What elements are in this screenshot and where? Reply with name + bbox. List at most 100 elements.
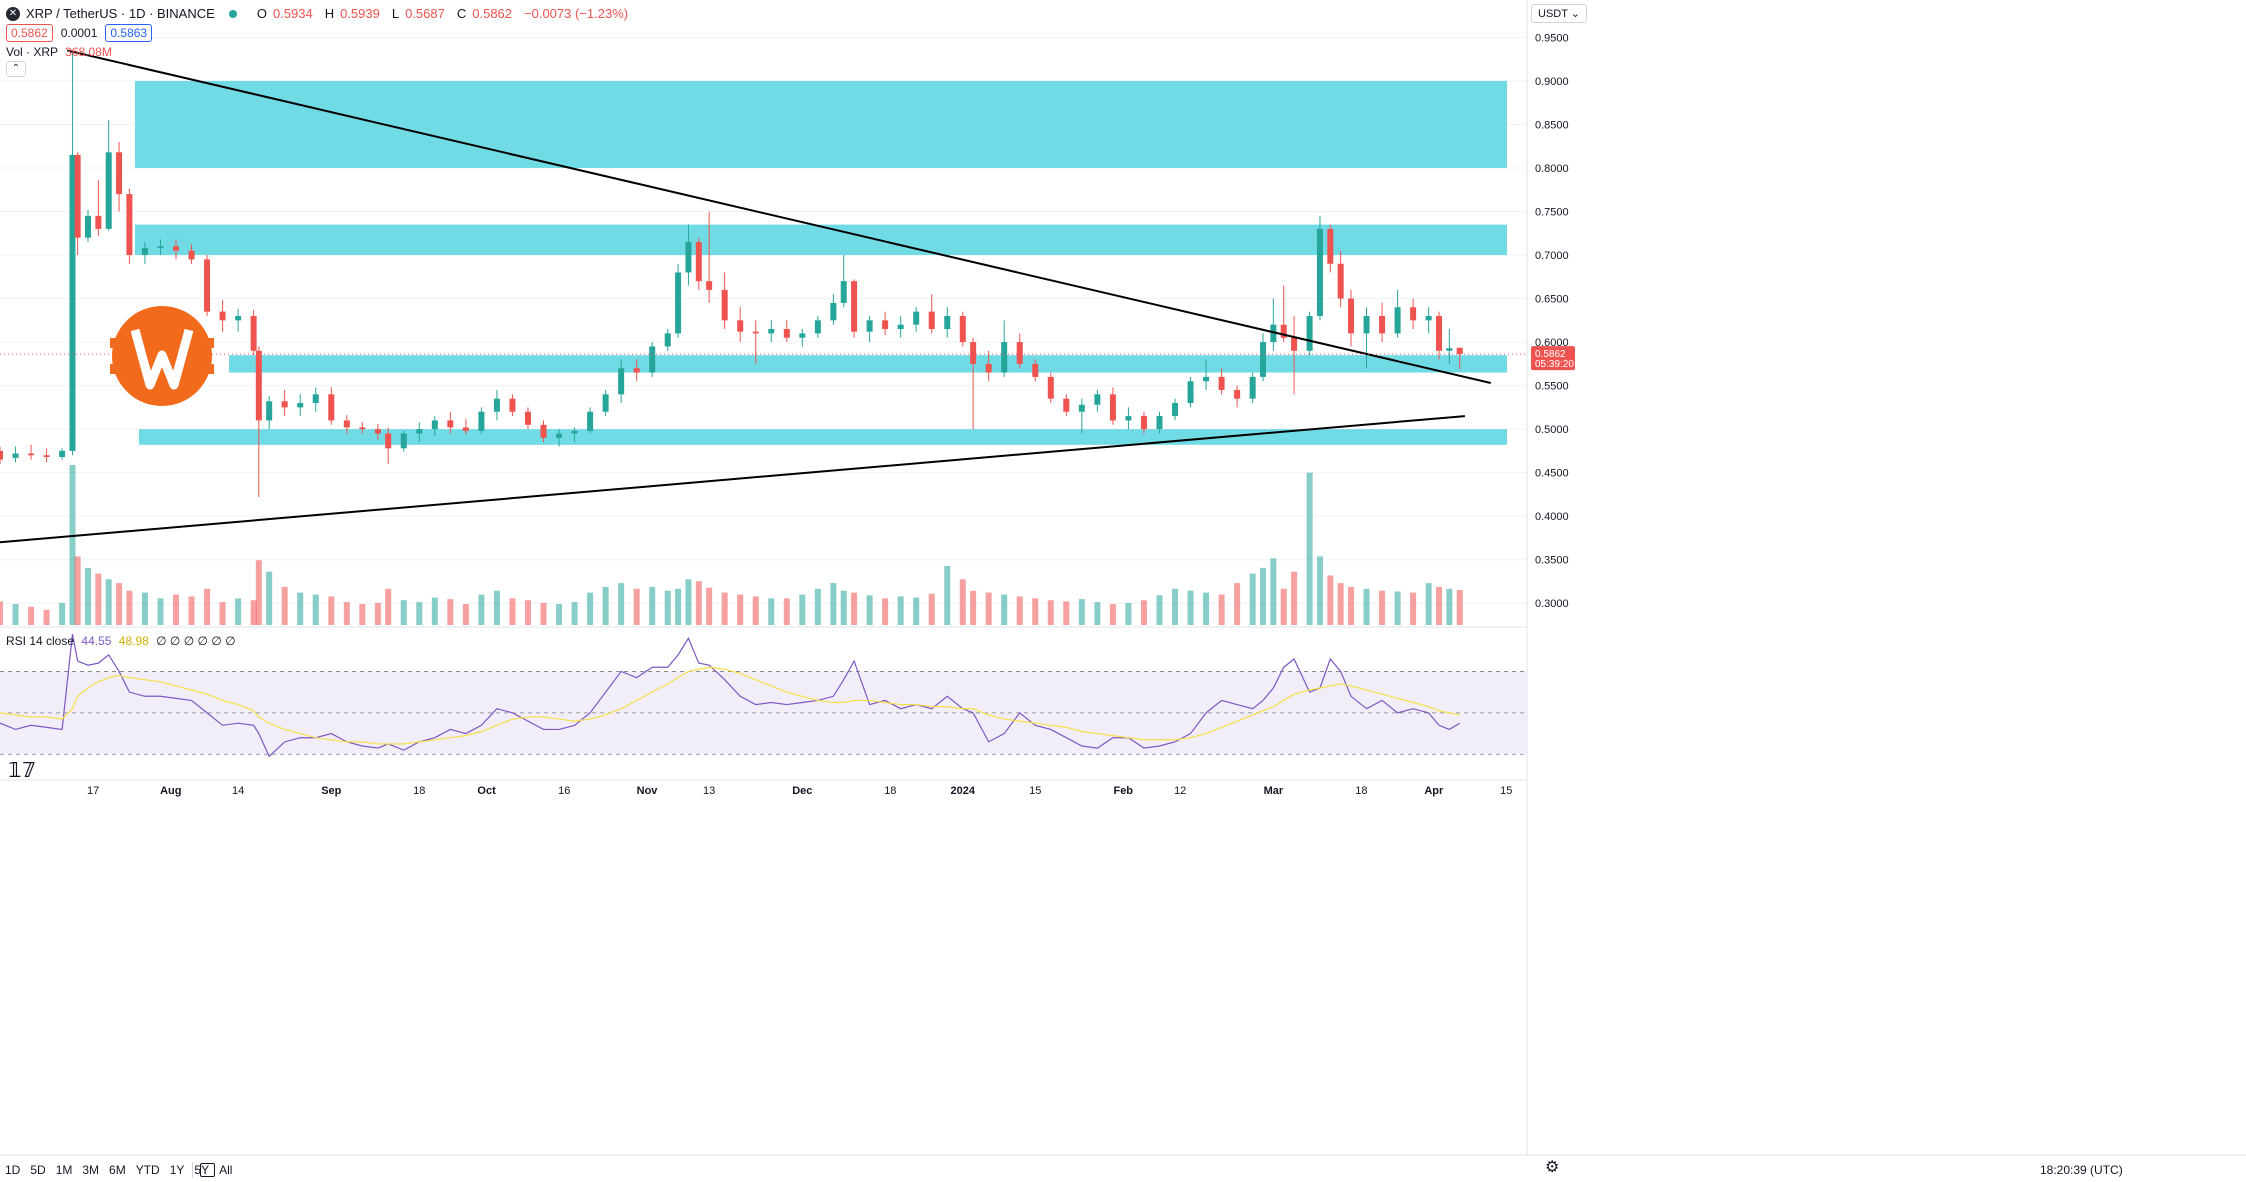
candle-body <box>1063 398 1070 412</box>
price-axis-bg <box>1527 0 2246 1182</box>
volume-bar <box>556 604 563 625</box>
volume-bar <box>1249 573 1256 625</box>
tf-5y[interactable]: 5Y <box>194 1163 210 1177</box>
volume-bar <box>799 594 806 625</box>
volume-bar <box>141 592 148 625</box>
time-axis: 17 Aug 14 Sep 18 Oct 16 Nov 13 Dec 18 2024 15 Feb 12 Ma… <box>0 779 2246 1156</box>
candle-body <box>649 346 656 373</box>
candle-body <box>1291 337 1298 351</box>
brand-watermark-icon <box>110 306 214 406</box>
candle-body <box>752 331 759 334</box>
currency-select[interactable]: USDT ⌄ <box>1531 4 1588 23</box>
candle-body <box>1410 307 1417 321</box>
volume-bar <box>1446 588 1453 625</box>
price-tick-label: 0.8500 <box>1535 119 1569 131</box>
volume-bar <box>1140 600 1147 625</box>
candle-body <box>1016 342 1023 364</box>
volume-bar <box>851 592 858 625</box>
volume-bar <box>1291 571 1298 625</box>
volume-bar <box>447 599 454 625</box>
trendline <box>67 49 1491 384</box>
candle-body <box>897 324 904 330</box>
volume-bar <box>840 590 847 625</box>
volume-bar <box>602 586 609 625</box>
candle-body <box>540 424 547 438</box>
candle-body <box>312 394 319 404</box>
volume-bar <box>250 600 257 625</box>
settings-gear-icon[interactable]: ⚙ <box>1545 1159 1560 1176</box>
volume-bar <box>1379 590 1386 625</box>
volume-bar <box>509 598 516 625</box>
candle-body <box>1187 381 1194 404</box>
symbol-header[interactable]: ✕ XRP / TetherUS · 1D · BINANCE O 0.5934 … <box>6 6 628 21</box>
trendlines <box>0 49 1491 544</box>
support-resistance-zones <box>135 80 1507 445</box>
price-tick-label: 0.9500 <box>1535 32 1569 44</box>
price-tick-label: 0.7000 <box>1535 250 1569 262</box>
calendar-icon[interactable] <box>200 1163 215 1177</box>
candle-body <box>944 315 951 330</box>
volume-bar <box>74 556 81 625</box>
tf-3m[interactable]: 3M <box>82 1163 100 1177</box>
open-label: O <box>256 6 267 21</box>
bid-price-box[interactable]: 0.5862 <box>6 24 53 42</box>
tf-ytd[interactable]: YTD <box>135 1163 160 1177</box>
time-tick-label: 18 <box>1355 785 1367 797</box>
candle-body <box>1306 315 1313 351</box>
collapse-legend-chevron-icon[interactable]: ⌃ <box>6 61 26 77</box>
candle-body <box>157 246 164 249</box>
volume-bar <box>664 590 671 625</box>
candle-body <box>1234 389 1241 399</box>
tf-5d[interactable]: 5D <box>30 1163 46 1177</box>
symbol-title[interactable]: XRP / TetherUS · 1D · BINANCE <box>26 6 215 21</box>
volume-bar <box>913 597 920 625</box>
candle-body <box>706 281 713 290</box>
rsi-ma-value: 48.98 <box>118 634 149 648</box>
candle-body <box>1156 416 1163 430</box>
ask-price-box[interactable]: 0.5863 <box>105 24 153 42</box>
volume-bar <box>571 602 578 625</box>
candle-body <box>509 398 516 412</box>
price-zone <box>139 429 1507 445</box>
candle-body <box>219 311 226 321</box>
volume-bar <box>1063 601 1070 625</box>
utc-clock[interactable]: 18:20:39 (UTC) <box>2040 1163 2123 1177</box>
tf-1y[interactable]: 1Y <box>169 1163 185 1177</box>
volume-bar <box>1327 575 1334 625</box>
tf-1m[interactable]: 1M <box>55 1163 73 1177</box>
candle-body <box>250 315 257 351</box>
volume-bar <box>1078 599 1085 625</box>
tf-1d[interactable]: 1D <box>5 1163 21 1177</box>
volume-bar <box>1001 594 1008 625</box>
volume-bar <box>462 604 469 625</box>
volume-bar <box>618 583 625 625</box>
volume-bar <box>281 586 288 625</box>
candle-body <box>126 194 133 256</box>
price-zone <box>135 224 1507 256</box>
candle-body <box>1270 324 1277 343</box>
volume-bar <box>1156 595 1163 625</box>
volume-bar <box>633 588 640 625</box>
tf-6m[interactable]: 6M <box>109 1163 126 1177</box>
currency-label: USDT <box>1538 8 1568 20</box>
time-tick-label: 15 <box>1029 785 1041 797</box>
volume-bar <box>1260 567 1267 625</box>
candle-body <box>1363 315 1370 334</box>
candle-body <box>830 302 837 321</box>
candle-body <box>840 281 847 303</box>
volume-bar <box>897 596 904 625</box>
tf-all[interactable]: All <box>219 1163 233 1177</box>
price-tick-label: 0.4000 <box>1535 511 1569 523</box>
price-tick-label: 0.7500 <box>1535 207 1569 219</box>
tradingview-logo-icon[interactable]: 𝟙𝟟 <box>8 758 36 782</box>
candle-body <box>1379 315 1386 334</box>
candle-body <box>618 368 625 395</box>
rsi-legend[interactable]: RSI 14 close 44.55 48.98 ∅ ∅ ∅ ∅ ∅ ∅ <box>6 634 236 648</box>
volume-bar <box>235 598 242 625</box>
xrp-logo-icon: ✕ <box>6 6 20 21</box>
volume-legend[interactable]: Vol · XRP 368.08M <box>6 45 112 59</box>
candle-body <box>1047 376 1054 399</box>
volume-bar <box>1187 590 1194 625</box>
